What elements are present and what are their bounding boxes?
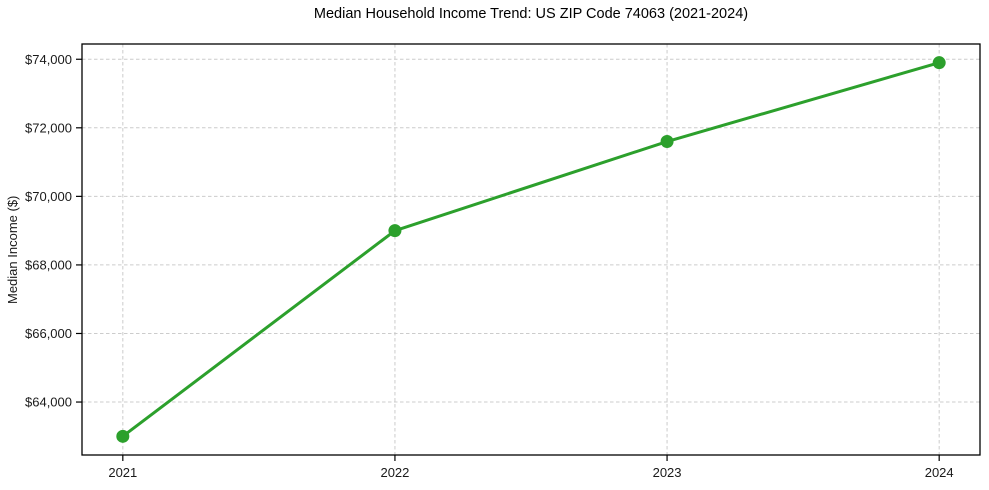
trend-line [121, 61, 941, 438]
y-tick-label: $74,000 [25, 52, 72, 67]
y-tick-label: $66,000 [25, 326, 72, 341]
x-tick-label: 2021 [108, 465, 137, 480]
data-point-marker [660, 135, 674, 149]
x-tick-label: 2022 [380, 465, 409, 480]
y-tick-label: $64,000 [25, 395, 72, 410]
y-tick-label: $72,000 [25, 120, 72, 135]
x-tick-label: 2024 [925, 465, 954, 480]
data-point-marker [116, 429, 130, 443]
data-point-marker [932, 56, 946, 70]
plot-border [81, 43, 981, 456]
y-tick-label: $68,000 [25, 257, 72, 272]
chart-title: Median Household Income Trend: US ZIP Co… [313, 6, 749, 22]
data-point-marker [388, 224, 402, 238]
y-tick-label: $70,000 [25, 189, 72, 204]
x-tick-label: 2023 [653, 465, 682, 480]
